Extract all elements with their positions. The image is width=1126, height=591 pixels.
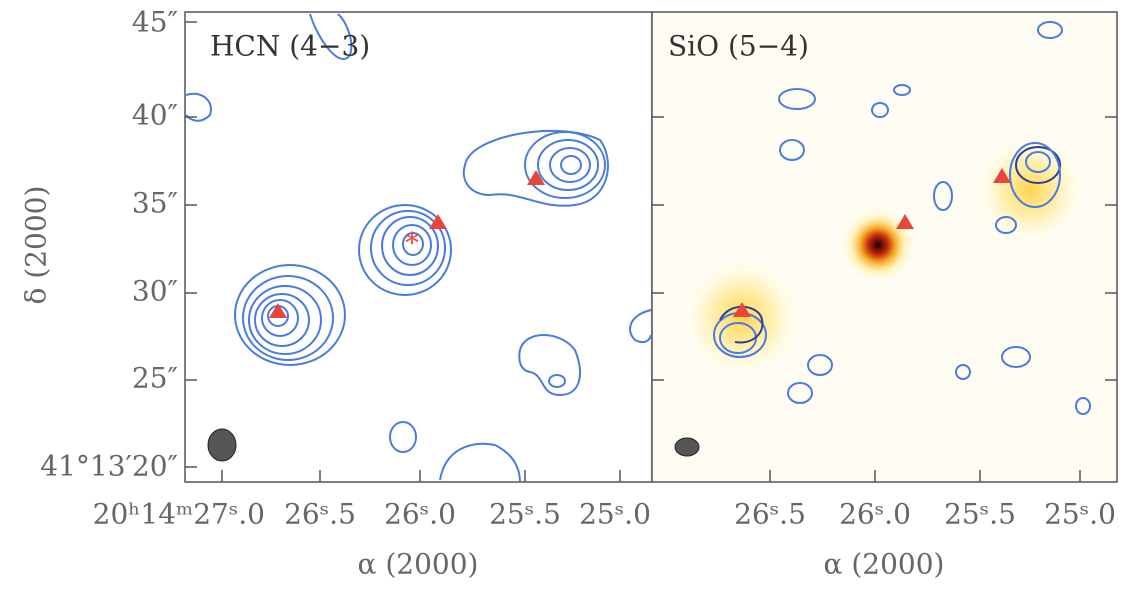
x-tick-label: 26ˢ.0 [384,498,456,531]
x-tick-label: 26ˢ.5 [734,498,806,531]
x-tick-label: 26ˢ.0 [839,498,911,531]
y-tick-label: 30″ [132,275,178,308]
panel-title: HCN (4−3) [210,30,370,63]
x-tick-label: 25ˢ.5 [489,498,561,531]
panel-title: SiO (5−4) [668,30,809,63]
x-axis-label: α (2000) [358,548,479,581]
figure: * HCN (4−3) SiO (5−4) 45″ 40″ [0,0,1126,587]
beam [675,438,699,456]
y-tick-label: 45″ [132,6,178,39]
y-tick-label: 35″ [132,187,178,220]
x-tick-label: 25ˢ.0 [579,498,651,531]
x-tick-label: 26ˢ.5 [284,498,356,531]
x-tick-label: 25ˢ.0 [1044,498,1116,531]
beam [208,429,236,461]
x-tick-label: 20ʰ14ᵐ27ˢ.0 [93,498,265,531]
y-tick-label: 25″ [132,362,178,395]
y-tick-label: 41°13′20″ [40,450,178,483]
svg-text:*: * [405,227,419,260]
y-tick-label: 40″ [132,99,178,132]
x-axis-label: α (2000) [824,548,945,581]
y-axis-label: δ (2000) [20,186,53,305]
x-tick-label: 25ˢ.5 [944,498,1016,531]
